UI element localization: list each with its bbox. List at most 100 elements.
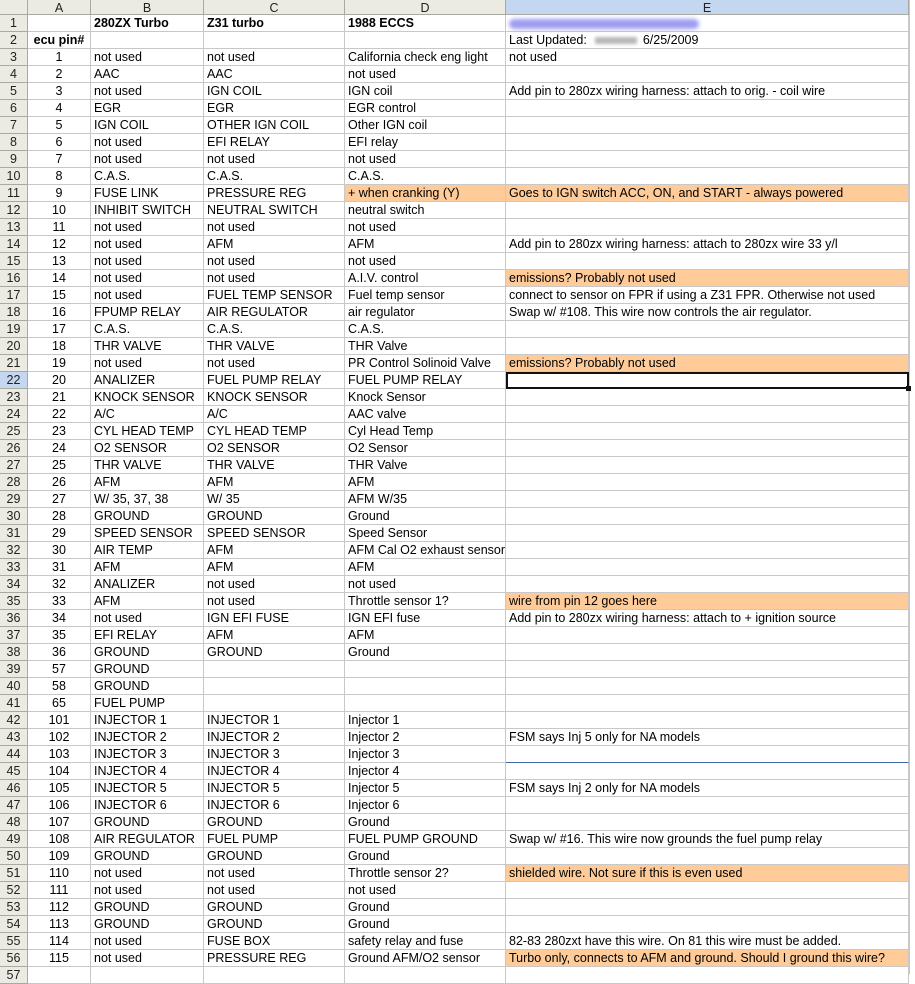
- cell-e39[interactable]: [506, 661, 909, 678]
- row-header-2[interactable]: 2: [0, 32, 28, 49]
- row-header-29[interactable]: 29: [0, 491, 28, 508]
- cell-b2[interactable]: [91, 32, 204, 49]
- cell-c15[interactable]: not used: [204, 253, 345, 270]
- select-all-corner[interactable]: [0, 0, 28, 15]
- cell-d28[interactable]: AFM: [345, 474, 506, 491]
- cell-b36[interactable]: not used: [91, 610, 204, 627]
- cell-c49[interactable]: FUEL PUMP: [204, 831, 345, 848]
- row-header-28[interactable]: 28: [0, 474, 28, 491]
- cell-a55[interactable]: 114: [28, 933, 91, 950]
- row-header-27[interactable]: 27: [0, 457, 28, 474]
- cell-a19[interactable]: 17: [28, 321, 91, 338]
- cell-d8[interactable]: EFI relay: [345, 134, 506, 151]
- cell-b32[interactable]: AIR TEMP: [91, 542, 204, 559]
- cell-b24[interactable]: A/C: [91, 406, 204, 423]
- cell-d34[interactable]: not used: [345, 576, 506, 593]
- cell-c38[interactable]: GROUND: [204, 644, 345, 661]
- cell-e44[interactable]: [506, 746, 909, 763]
- cell-d36[interactable]: IGN EFI fuse: [345, 610, 506, 627]
- row-header-9[interactable]: 9: [0, 151, 28, 168]
- cell-b6[interactable]: EGR: [91, 100, 204, 117]
- row-header-38[interactable]: 38: [0, 644, 28, 661]
- cell-a17[interactable]: 15: [28, 287, 91, 304]
- cell-d53[interactable]: Ground: [345, 899, 506, 916]
- cell-a51[interactable]: 110: [28, 865, 91, 882]
- cell-e5[interactable]: Add pin to 280zx wiring harness: attach …: [506, 83, 909, 100]
- cell-e26[interactable]: [506, 440, 909, 457]
- cell-b3[interactable]: not used: [91, 49, 204, 66]
- row-header-36[interactable]: 36: [0, 610, 28, 627]
- cell-c22[interactable]: FUEL PUMP RELAY: [204, 372, 345, 389]
- cell-b49[interactable]: AIR REGULATOR: [91, 831, 204, 848]
- row-header-37[interactable]: 37: [0, 627, 28, 644]
- cell-b21[interactable]: not used: [91, 355, 204, 372]
- column-header-c[interactable]: C: [204, 0, 345, 15]
- cell-e24[interactable]: [506, 406, 909, 423]
- cell-e31[interactable]: [506, 525, 909, 542]
- cell-a3[interactable]: 1: [28, 49, 91, 66]
- cell-e35[interactable]: wire from pin 12 goes here: [506, 593, 909, 610]
- cell-d46[interactable]: Injector 5: [345, 780, 506, 797]
- row-header-52[interactable]: 52: [0, 882, 28, 899]
- cell-a29[interactable]: 27: [28, 491, 91, 508]
- row-header-19[interactable]: 19: [0, 321, 28, 338]
- cell-b8[interactable]: not used: [91, 134, 204, 151]
- cell-c56[interactable]: PRESSURE REG: [204, 950, 345, 967]
- cell-c53[interactable]: GROUND: [204, 899, 345, 916]
- cell-e47[interactable]: [506, 797, 909, 814]
- cell-c8[interactable]: EFI RELAY: [204, 134, 345, 151]
- cell-b34[interactable]: ANALIZER: [91, 576, 204, 593]
- cell-b1-header[interactable]: 280ZX Turbo: [91, 15, 204, 32]
- row-header-10[interactable]: 10: [0, 168, 28, 185]
- row-header-41[interactable]: 41: [0, 695, 28, 712]
- cell-d7[interactable]: Other IGN coil: [345, 117, 506, 134]
- cell-d45[interactable]: Injector 4: [345, 763, 506, 780]
- cell-d16[interactable]: A.I.V. control: [345, 270, 506, 287]
- cell-a34[interactable]: 32: [28, 576, 91, 593]
- cell-a45[interactable]: 104: [28, 763, 91, 780]
- cell-a4[interactable]: 2: [28, 66, 91, 83]
- cell-c44[interactable]: INJECTOR 3: [204, 746, 345, 763]
- cell-a35[interactable]: 33: [28, 593, 91, 610]
- cell-c47[interactable]: INJECTOR 6: [204, 797, 345, 814]
- cell-c7[interactable]: OTHER IGN COIL: [204, 117, 345, 134]
- cell-e2-last-updated[interactable]: Last Updated: 6/25/2009: [506, 32, 909, 49]
- row-header-55[interactable]: 55: [0, 933, 28, 950]
- cell-c2[interactable]: [204, 32, 345, 49]
- cell-e11[interactable]: Goes to IGN switch ACC, ON, and START - …: [506, 185, 909, 202]
- cell-d24[interactable]: AAC valve: [345, 406, 506, 423]
- cell-e17[interactable]: connect to sensor on FPR if using a Z31 …: [506, 287, 909, 304]
- cell-b40[interactable]: GROUND: [91, 678, 204, 695]
- cell-d21[interactable]: PR Control Solinoid Valve: [345, 355, 506, 372]
- cell-d42[interactable]: Injector 1: [345, 712, 506, 729]
- cell-c51[interactable]: not used: [204, 865, 345, 882]
- cell-c16[interactable]: not used: [204, 270, 345, 287]
- cell-d20[interactable]: THR Valve: [345, 338, 506, 355]
- row-header-6[interactable]: 6: [0, 100, 28, 117]
- row-header-56[interactable]: 56: [0, 950, 28, 967]
- cell-d23[interactable]: Knock Sensor: [345, 389, 506, 406]
- row-header-25[interactable]: 25: [0, 423, 28, 440]
- cell-c33[interactable]: AFM: [204, 559, 345, 576]
- cell-b11[interactable]: FUSE LINK: [91, 185, 204, 202]
- cell-c35[interactable]: not used: [204, 593, 345, 610]
- cell-b41[interactable]: FUEL PUMP: [91, 695, 204, 712]
- cell-c32[interactable]: AFM: [204, 542, 345, 559]
- cell-e10[interactable]: [506, 168, 909, 185]
- cell-d15[interactable]: not used: [345, 253, 506, 270]
- cell-c4[interactable]: AAC: [204, 66, 345, 83]
- cell-b23[interactable]: KNOCK SENSOR: [91, 389, 204, 406]
- cell-a8[interactable]: 6: [28, 134, 91, 151]
- cell-e7[interactable]: [506, 117, 909, 134]
- cell-b54[interactable]: GROUND: [91, 916, 204, 933]
- cell-b4[interactable]: AAC: [91, 66, 204, 83]
- row-header-57[interactable]: 57: [0, 967, 28, 984]
- cell-d1-header[interactable]: 1988 ECCS: [345, 15, 506, 32]
- row-header-53[interactable]: 53: [0, 899, 28, 916]
- row-header-35[interactable]: 35: [0, 593, 28, 610]
- cell-b46[interactable]: INJECTOR 5: [91, 780, 204, 797]
- cell-e8[interactable]: [506, 134, 909, 151]
- cell-b38[interactable]: GROUND: [91, 644, 204, 661]
- cell-e34[interactable]: [506, 576, 909, 593]
- cell-a15[interactable]: 13: [28, 253, 91, 270]
